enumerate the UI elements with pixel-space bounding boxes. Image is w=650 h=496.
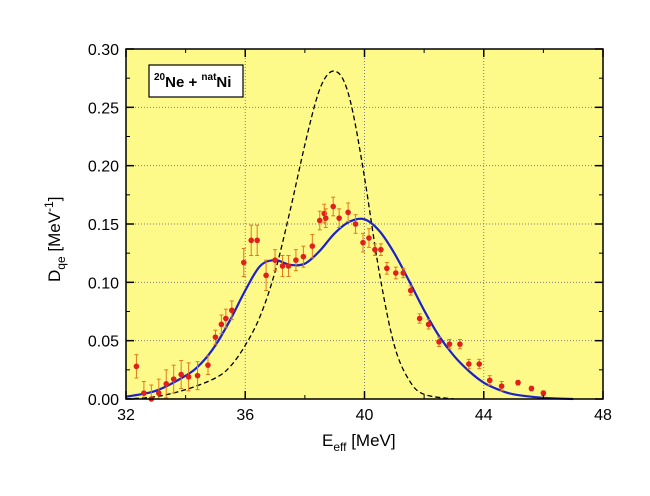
data-point bbox=[400, 270, 407, 276]
data-point bbox=[263, 272, 269, 279]
data-point bbox=[194, 372, 201, 379]
annotation-box: 20Ne + natNi bbox=[148, 64, 244, 98]
annotation-text: 20Ne + natNi bbox=[154, 72, 231, 91]
data-point bbox=[133, 363, 140, 370]
data-point bbox=[372, 246, 378, 253]
data-point bbox=[218, 321, 225, 328]
data-point bbox=[248, 237, 255, 244]
data-point bbox=[279, 263, 286, 269]
data-point bbox=[293, 257, 299, 263]
y-tick-label: 0.00 bbox=[88, 392, 119, 409]
data-point bbox=[436, 339, 442, 345]
y-tick-label: 0.05 bbox=[88, 334, 119, 351]
data-point bbox=[446, 341, 453, 347]
data-point bbox=[185, 374, 192, 380]
y-tick-label: 0.30 bbox=[88, 42, 119, 59]
data-point bbox=[378, 246, 384, 253]
data-point bbox=[360, 239, 366, 246]
data-point bbox=[345, 209, 351, 216]
data-point bbox=[163, 381, 170, 387]
data-point bbox=[285, 263, 292, 269]
data-point bbox=[515, 379, 521, 386]
x-tick-label: 40 bbox=[356, 407, 374, 424]
data-point bbox=[272, 257, 278, 263]
data-point bbox=[486, 377, 493, 384]
x-tick-label: 48 bbox=[594, 407, 612, 424]
tick-labels: 32 36 40 44 48 0.00 0.05 0.10 0.15 0.20 0.25 0.30 bbox=[88, 42, 612, 424]
data-point bbox=[336, 215, 342, 221]
data-point bbox=[205, 362, 211, 368]
data-point bbox=[416, 315, 423, 322]
data-point bbox=[393, 270, 399, 276]
data-point bbox=[141, 390, 147, 396]
y-tick-label: 0.20 bbox=[88, 159, 119, 176]
data-point bbox=[498, 383, 505, 389]
data-point bbox=[528, 385, 535, 392]
x-tick-label: 32 bbox=[117, 407, 135, 424]
axis-ticks bbox=[125, 48, 604, 400]
y-tick-label: 0.10 bbox=[88, 275, 119, 292]
data-point bbox=[322, 215, 329, 221]
data-point bbox=[254, 237, 260, 244]
data-point bbox=[212, 334, 219, 340]
y-tick-label: 0.15 bbox=[88, 217, 119, 234]
data-point bbox=[170, 376, 177, 382]
y-axis-title: Dqe [MeV-1] bbox=[42, 197, 68, 282]
data-point bbox=[240, 259, 247, 266]
data-point bbox=[223, 315, 229, 322]
data-point bbox=[540, 390, 547, 396]
y-tick-label: 0.25 bbox=[88, 100, 119, 117]
data-point bbox=[425, 321, 432, 328]
data-point bbox=[300, 253, 307, 260]
data-point bbox=[457, 341, 463, 347]
data-point bbox=[316, 217, 323, 224]
data-point bbox=[466, 361, 472, 367]
x-tick-label: 44 bbox=[475, 407, 493, 424]
dashed-curve-layer bbox=[125, 70, 455, 400]
data-point bbox=[229, 307, 235, 314]
dashed-curve bbox=[125, 70, 455, 400]
x-axis-title: Eeff [MeV] bbox=[322, 431, 396, 454]
data-point bbox=[384, 265, 390, 272]
data-point bbox=[352, 221, 359, 227]
data-point bbox=[155, 390, 162, 396]
data-point bbox=[309, 243, 316, 249]
data-point bbox=[476, 361, 483, 367]
data-point bbox=[330, 203, 336, 210]
data-point bbox=[366, 235, 372, 241]
grid-lines bbox=[126, 49, 603, 399]
x-tick-label: 36 bbox=[236, 407, 254, 424]
data-point bbox=[178, 371, 184, 378]
data-point bbox=[407, 287, 414, 294]
